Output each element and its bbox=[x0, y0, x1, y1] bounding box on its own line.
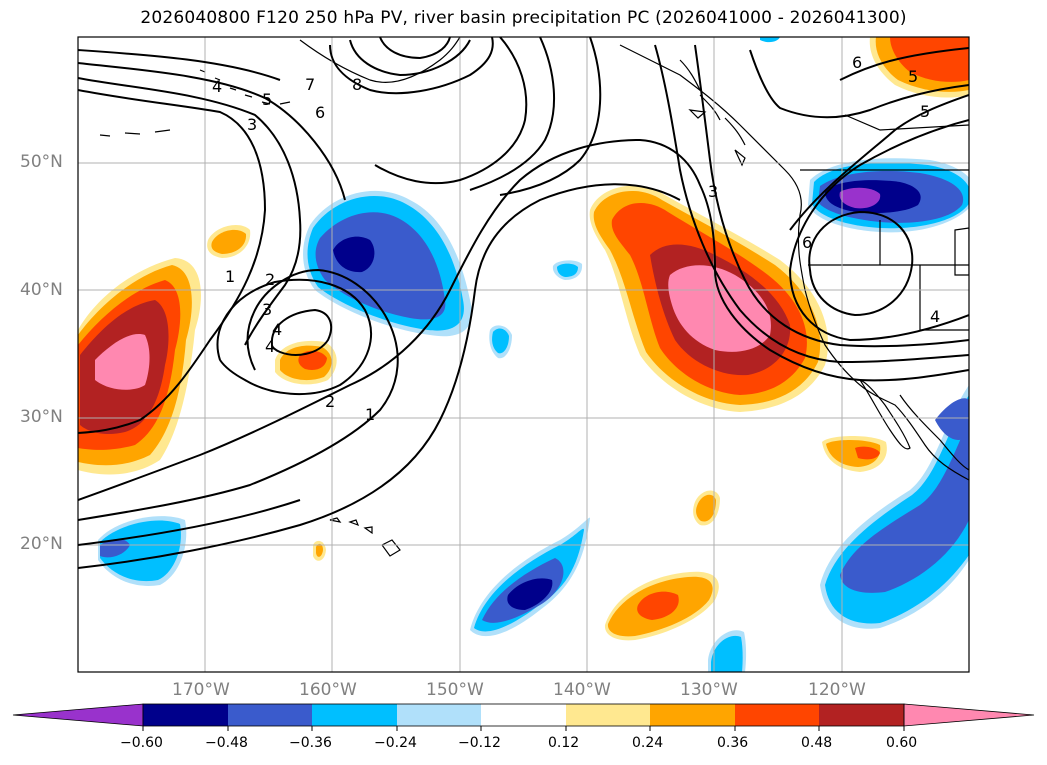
contour-label: 3 bbox=[262, 300, 272, 319]
contour-label: 2 bbox=[325, 392, 335, 411]
lon-label-170w: 170°W bbox=[172, 680, 230, 700]
lat-label-40n: 40°N bbox=[20, 280, 63, 300]
contour-label: 5 bbox=[920, 102, 930, 121]
contour-label: 7 bbox=[305, 75, 315, 94]
map-plot-area: 1 2 3 4 5 6 7 8 4 3 5 6 3 6 5 4 4 1 2 bbox=[78, 37, 969, 672]
colorbar-tick-label: −0.48 bbox=[205, 735, 248, 751]
precipitation-fill-layer bbox=[78, 37, 969, 672]
contour-label: 8 bbox=[352, 75, 362, 94]
colorbar-tick-label: 0.36 bbox=[717, 735, 749, 751]
colorbar-tick-label: 0.12 bbox=[548, 735, 580, 751]
contour-label: 6 bbox=[315, 103, 325, 122]
lat-label-30n: 30°N bbox=[20, 407, 63, 427]
colorbar-tick-label: 0.48 bbox=[801, 735, 833, 751]
colorbar-tick-label: −0.12 bbox=[458, 735, 501, 751]
contour-label: 4 bbox=[930, 307, 940, 326]
colorbar-tick-label: −0.24 bbox=[374, 735, 417, 751]
lon-label-160w: 160°W bbox=[299, 680, 357, 700]
contour-label: 1 bbox=[225, 267, 235, 286]
lon-label-120w: 120°W bbox=[808, 680, 866, 700]
contour-label: 2 bbox=[265, 270, 275, 289]
graticule bbox=[78, 37, 969, 672]
lat-label-20n: 20°N bbox=[20, 534, 63, 554]
colorbar-extend-min bbox=[12, 703, 144, 727]
colorbar-extend-max bbox=[903, 703, 1035, 727]
contour-label: 5 bbox=[908, 67, 918, 86]
contour-label: 6 bbox=[852, 53, 862, 72]
pv-contour-labels: 1 2 3 4 5 6 7 8 4 3 5 6 3 6 5 4 4 1 2 bbox=[212, 53, 940, 424]
map-title: 2026040800 F120 250 hPa PV, river basin … bbox=[140, 8, 907, 28]
lon-label-130w: 130°W bbox=[680, 680, 738, 700]
colorbar-tick-label: −0.36 bbox=[289, 735, 332, 751]
lon-label-140w: 140°W bbox=[553, 680, 611, 700]
lat-label-50n: 50°N bbox=[20, 152, 63, 172]
contour-label: 3 bbox=[247, 115, 257, 134]
contour-label: 4 bbox=[265, 337, 275, 356]
contour-label: 4 bbox=[212, 77, 222, 96]
map-frame bbox=[77, 36, 970, 673]
contour-label: 6 bbox=[802, 233, 812, 252]
colorbar bbox=[12, 703, 1035, 731]
pv-contour-layer bbox=[78, 37, 969, 569]
contour-label: 3 bbox=[708, 182, 718, 201]
colorbar-tick-label: 0.24 bbox=[632, 735, 664, 751]
lon-label-150w: 150°W bbox=[426, 680, 484, 700]
contour-label: 1 bbox=[365, 405, 375, 424]
contour-label: 5 bbox=[262, 90, 272, 109]
colorbar-tick-label: −0.60 bbox=[120, 735, 163, 751]
contour-label: 4 bbox=[272, 320, 282, 339]
colorbar-tick-label: 0.60 bbox=[886, 735, 918, 751]
